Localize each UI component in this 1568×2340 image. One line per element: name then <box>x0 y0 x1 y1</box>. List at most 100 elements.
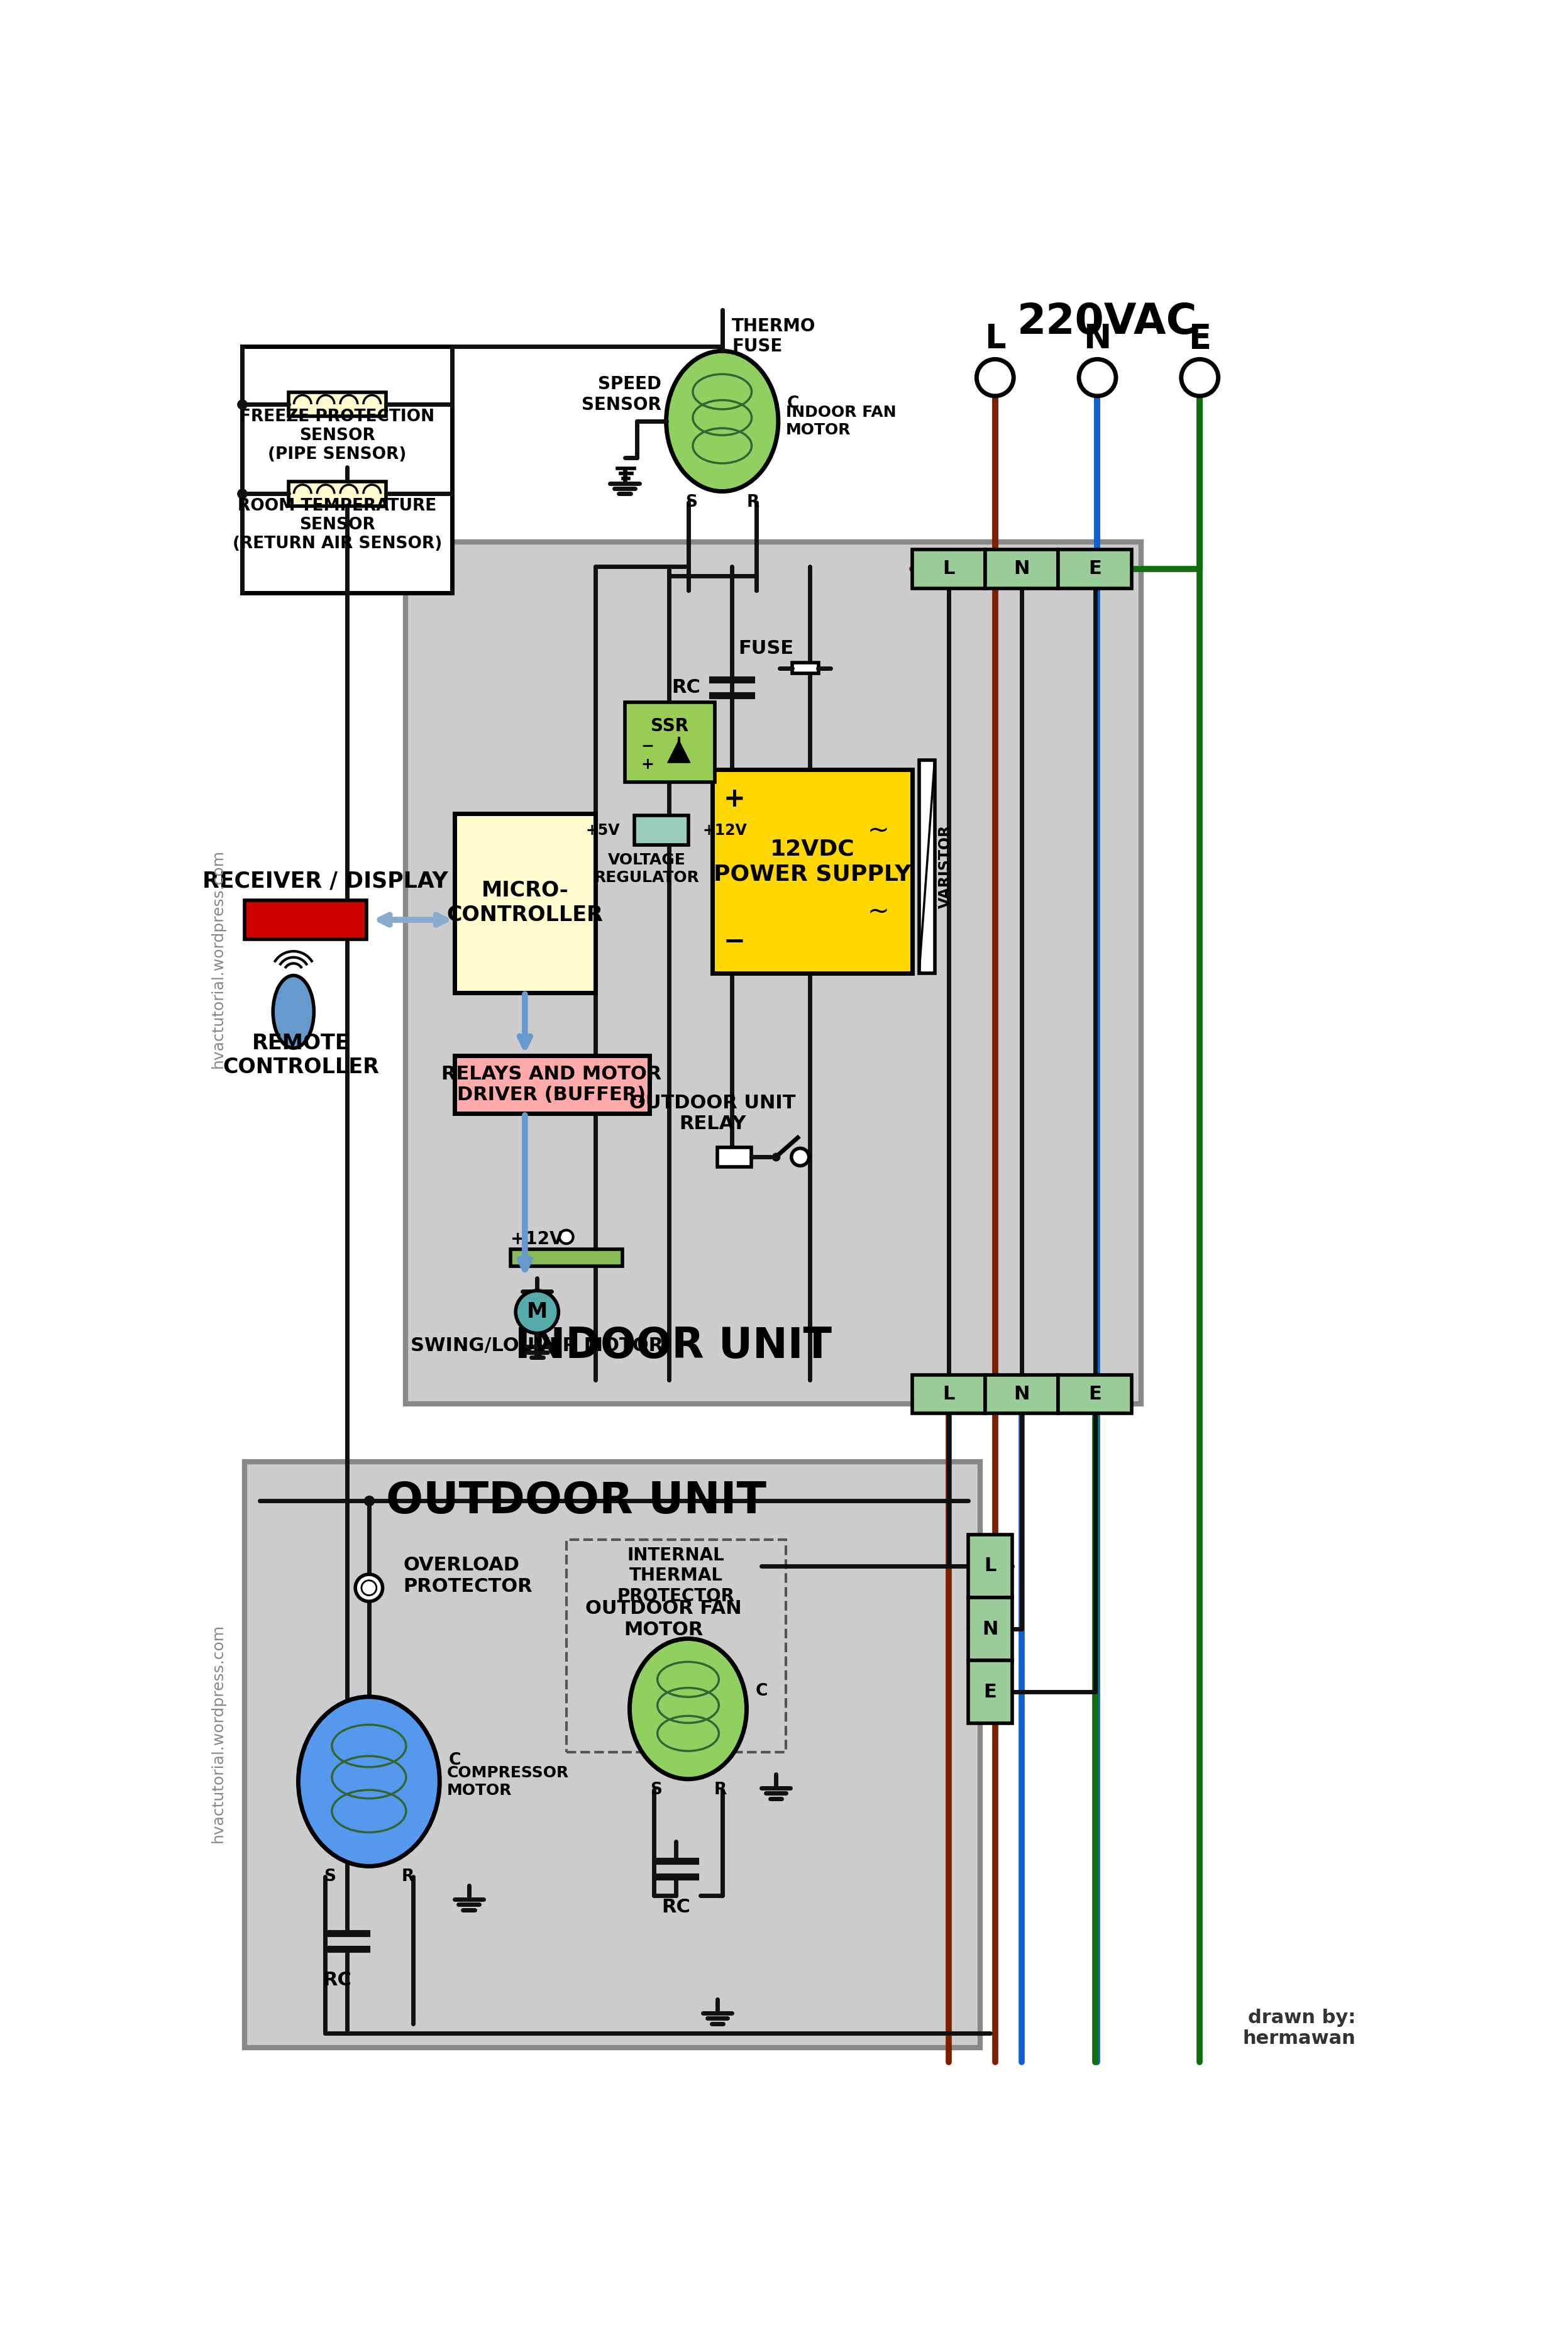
Text: C: C <box>787 395 800 412</box>
Text: L: L <box>985 323 1005 356</box>
FancyBboxPatch shape <box>985 550 1058 587</box>
Point <box>230 386 256 424</box>
FancyBboxPatch shape <box>455 1055 649 1114</box>
FancyBboxPatch shape <box>245 1462 980 2047</box>
Text: 12VDC
POWER SUPPLY: 12VDC POWER SUPPLY <box>713 838 911 885</box>
FancyBboxPatch shape <box>913 1376 985 1413</box>
Text: RECEIVER / DISPLAY: RECEIVER / DISPLAY <box>202 870 448 892</box>
FancyBboxPatch shape <box>289 482 386 505</box>
Ellipse shape <box>273 976 314 1048</box>
Text: MICRO-
CONTROLLER: MICRO- CONTROLLER <box>447 880 604 924</box>
Text: L: L <box>985 1556 996 1575</box>
Text: INDOOR FAN
MOTOR: INDOOR FAN MOTOR <box>786 405 895 438</box>
FancyBboxPatch shape <box>792 662 818 674</box>
Text: +12V: +12V <box>702 824 748 838</box>
Text: INDOOR UNIT: INDOOR UNIT <box>514 1324 833 1367</box>
FancyBboxPatch shape <box>635 817 688 845</box>
Text: hvactutorial.wordpress.com: hvactutorial.wordpress.com <box>210 849 226 1067</box>
Text: FREEZE PROTECTION
SENSOR
(PIPE SENSOR): FREEZE PROTECTION SENSOR (PIPE SENSOR) <box>240 409 434 463</box>
Text: R: R <box>746 494 759 510</box>
Text: −: − <box>723 929 745 955</box>
Text: ROOM TEMPERATURE
SENSOR
(RETURN AIR SENSOR): ROOM TEMPERATURE SENSOR (RETURN AIR SENS… <box>232 498 442 552</box>
Text: ~: ~ <box>867 899 889 924</box>
Text: SSR: SSR <box>651 716 688 735</box>
Text: +: + <box>641 756 654 772</box>
Ellipse shape <box>630 1638 746 1778</box>
Text: N: N <box>982 1619 999 1638</box>
Text: 220VAC: 220VAC <box>1018 302 1198 342</box>
Ellipse shape <box>298 1696 439 1867</box>
FancyBboxPatch shape <box>406 543 1142 1404</box>
Circle shape <box>560 1231 574 1243</box>
Text: +: + <box>723 786 745 812</box>
Text: OUTDOOR UNIT: OUTDOOR UNIT <box>386 1479 767 1521</box>
Text: R: R <box>713 1781 726 1797</box>
Text: OUTDOOR UNIT
RELAY: OUTDOOR UNIT RELAY <box>629 1093 795 1133</box>
Text: hvactutorial.wordpress.com: hvactutorial.wordpress.com <box>210 1624 226 1842</box>
Text: SWING/LOUVER MOTOR: SWING/LOUVER MOTOR <box>411 1336 663 1355</box>
Text: S: S <box>685 494 698 510</box>
FancyBboxPatch shape <box>1058 1376 1132 1413</box>
FancyBboxPatch shape <box>969 1535 1011 1598</box>
Text: M: M <box>527 1301 547 1322</box>
Text: +12V: +12V <box>511 1231 563 1247</box>
Text: RC: RC <box>662 1898 690 1916</box>
FancyBboxPatch shape <box>289 393 386 417</box>
Text: R: R <box>401 1870 414 1886</box>
FancyBboxPatch shape <box>969 1598 1011 1661</box>
FancyBboxPatch shape <box>985 1376 1058 1413</box>
Text: OVERLOAD
PROTECTOR: OVERLOAD PROTECTOR <box>403 1556 533 1596</box>
Text: RC: RC <box>323 1970 351 1989</box>
FancyBboxPatch shape <box>717 1147 751 1168</box>
Point <box>230 475 256 512</box>
FancyBboxPatch shape <box>243 346 452 592</box>
Text: N: N <box>1014 559 1030 578</box>
Text: VOLTAGE
REGULATOR: VOLTAGE REGULATOR <box>594 852 699 885</box>
Circle shape <box>1079 360 1116 395</box>
FancyBboxPatch shape <box>1058 550 1132 587</box>
Text: +5V: +5V <box>585 824 619 838</box>
FancyBboxPatch shape <box>510 1250 622 1266</box>
Text: S: S <box>325 1870 336 1886</box>
Circle shape <box>356 1575 383 1601</box>
Point <box>356 1481 381 1519</box>
Text: E: E <box>1189 323 1210 356</box>
Text: C: C <box>756 1682 768 1699</box>
Text: RELAYS AND MOTOR
DRIVER (BUFFER): RELAYS AND MOTOR DRIVER (BUFFER) <box>442 1065 662 1104</box>
Text: ~: ~ <box>867 817 889 845</box>
Text: E: E <box>1088 1385 1101 1404</box>
Circle shape <box>1181 360 1218 395</box>
Point <box>764 1137 789 1175</box>
Text: E: E <box>983 1682 997 1701</box>
Circle shape <box>516 1292 558 1334</box>
Text: THERMO
FUSE: THERMO FUSE <box>732 318 815 356</box>
Text: COMPRESSOR
MOTOR: COMPRESSOR MOTOR <box>447 1764 569 1797</box>
Text: N: N <box>1014 1385 1030 1404</box>
Text: E: E <box>1088 559 1101 578</box>
Ellipse shape <box>666 351 778 491</box>
Text: L: L <box>942 1385 955 1404</box>
Text: drawn by:
hermawan: drawn by: hermawan <box>1243 2008 1356 2047</box>
Text: RC: RC <box>671 679 701 697</box>
Circle shape <box>362 1580 376 1596</box>
Text: VARISTOR: VARISTOR <box>938 824 953 908</box>
FancyBboxPatch shape <box>712 770 913 973</box>
FancyBboxPatch shape <box>455 814 596 992</box>
Text: SPEED
SENSOR: SPEED SENSOR <box>582 377 662 414</box>
Polygon shape <box>668 739 690 763</box>
Text: REMOTE
CONTROLLER: REMOTE CONTROLLER <box>223 1032 379 1079</box>
FancyBboxPatch shape <box>919 760 935 973</box>
Text: OUTDOOR FAN
MOTOR: OUTDOOR FAN MOTOR <box>585 1601 742 1638</box>
Circle shape <box>977 360 1013 395</box>
Text: INTERNAL
THERMAL
PROTECTOR: INTERNAL THERMAL PROTECTOR <box>618 1547 735 1605</box>
Text: N: N <box>1083 323 1112 356</box>
Text: S: S <box>651 1781 662 1797</box>
Text: FUSE: FUSE <box>739 639 793 658</box>
FancyBboxPatch shape <box>969 1661 1011 1722</box>
Text: L: L <box>942 559 955 578</box>
Text: C: C <box>448 1753 461 1769</box>
FancyBboxPatch shape <box>245 901 367 938</box>
Circle shape <box>792 1149 809 1165</box>
FancyBboxPatch shape <box>624 702 715 782</box>
FancyBboxPatch shape <box>913 550 985 587</box>
